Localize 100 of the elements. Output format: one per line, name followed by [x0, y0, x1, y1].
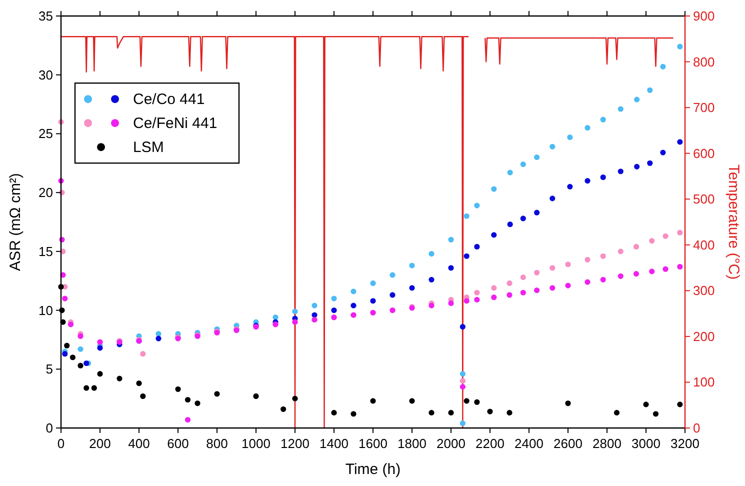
- point: [677, 264, 683, 270]
- point: [507, 222, 513, 228]
- point: [634, 96, 640, 102]
- x-tick-label: 1400: [320, 436, 348, 451]
- point: [312, 302, 318, 308]
- point: [464, 398, 470, 404]
- x-tick-label: 600: [167, 436, 189, 451]
- point: [272, 314, 278, 320]
- point: [448, 410, 454, 416]
- legend-label: Ce/FeNi 441: [133, 115, 218, 132]
- point: [350, 288, 356, 294]
- point: [175, 386, 181, 392]
- point: [634, 164, 640, 170]
- point: [460, 420, 466, 426]
- point: [534, 270, 540, 276]
- point: [91, 385, 97, 391]
- x-tick-label: 1200: [280, 436, 310, 451]
- point: [491, 186, 497, 192]
- point: [140, 393, 146, 400]
- y-tick-label: 20: [38, 185, 53, 200]
- point: [474, 296, 480, 302]
- x-tick-label: 2400: [514, 436, 544, 451]
- point: [487, 408, 493, 414]
- point: [70, 354, 76, 360]
- point: [331, 307, 337, 314]
- point: [84, 385, 90, 391]
- x-tick-label: 200: [89, 436, 111, 451]
- point: [565, 400, 571, 406]
- point: [520, 290, 526, 296]
- point: [253, 393, 259, 400]
- x-tick-label: 2000: [436, 436, 466, 451]
- point: [448, 300, 454, 306]
- legend-label: LSM: [133, 139, 164, 156]
- point: [584, 256, 590, 262]
- point: [677, 230, 683, 236]
- point: [600, 174, 606, 180]
- y-tick-label: 15: [38, 244, 53, 259]
- point: [520, 162, 526, 168]
- point: [507, 170, 513, 176]
- point: [428, 250, 434, 257]
- point: [428, 276, 434, 282]
- point: [409, 262, 415, 268]
- point: [662, 233, 668, 239]
- y2-tick-label: 600: [693, 146, 715, 161]
- point: [194, 400, 200, 406]
- point: [633, 244, 640, 250]
- x-tick-label: 400: [128, 436, 150, 451]
- point: [474, 244, 480, 250]
- point: [78, 346, 84, 352]
- legend-label: Ce/Co 441: [133, 91, 205, 108]
- point: [474, 290, 480, 296]
- point: [618, 168, 624, 174]
- point: [618, 106, 624, 112]
- x-tick-label: 800: [206, 436, 228, 451]
- y2-tick-label: 200: [693, 328, 715, 344]
- point: [460, 371, 466, 377]
- point: [506, 280, 512, 286]
- y2-tick-label: 400: [693, 237, 715, 252]
- point: [460, 378, 466, 384]
- y2-tick-label: 500: [693, 192, 715, 207]
- x-tick-label: 2800: [592, 436, 622, 451]
- point: [618, 248, 624, 254]
- y-tick-label: 10: [38, 302, 53, 318]
- point: [460, 384, 466, 390]
- point: [600, 253, 606, 259]
- point: [643, 402, 649, 408]
- point: [647, 87, 653, 93]
- point: [584, 279, 590, 285]
- y-tick-label: 30: [38, 67, 53, 82]
- point: [600, 276, 606, 282]
- y2-tick-label: 0: [693, 420, 700, 436]
- point: [331, 410, 337, 416]
- y2-tick-label: 300: [693, 283, 715, 298]
- point: [116, 376, 122, 382]
- y2-axis-title: Temperature (°C): [725, 164, 742, 280]
- point: [506, 292, 512, 298]
- point: [97, 345, 103, 351]
- point: [370, 280, 376, 286]
- point: [62, 351, 68, 357]
- y2-tick-label: 800: [693, 54, 715, 70]
- point: [448, 265, 454, 271]
- x-tick-label: 3200: [670, 436, 700, 451]
- point: [428, 410, 434, 416]
- x-tick-label: 1000: [242, 436, 270, 451]
- point: [649, 238, 655, 244]
- y2-tick-label: 700: [693, 100, 715, 116]
- point: [618, 273, 624, 279]
- point: [520, 274, 526, 280]
- point: [550, 144, 556, 150]
- x-tick-label: 0: [57, 436, 65, 451]
- point: [136, 380, 142, 386]
- point: [506, 410, 512, 416]
- y-axis-title: ASR (mΩ cm²): [7, 173, 24, 271]
- point: [390, 272, 396, 278]
- point: [491, 294, 497, 300]
- point: [474, 202, 480, 208]
- point: [370, 298, 376, 304]
- point: [464, 213, 470, 219]
- point: [491, 285, 497, 291]
- point: [534, 154, 540, 160]
